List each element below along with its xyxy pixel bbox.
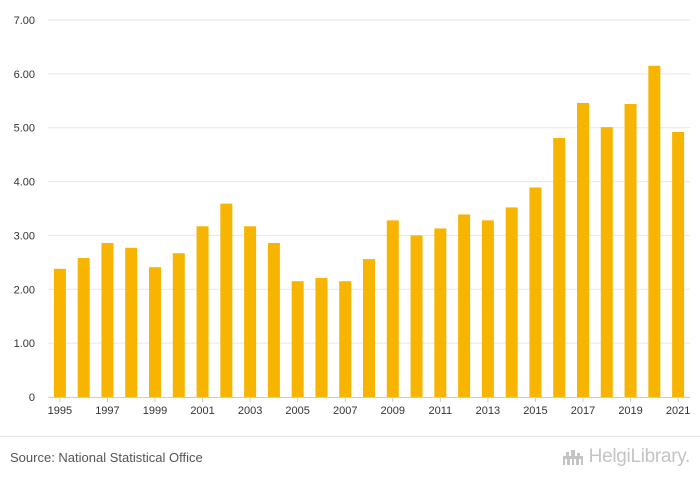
bar-2001[interactable]: [196, 226, 209, 397]
y-axis-tick-labels: 0 1.00 2.00 3.00 4.00 5.00 6.00 7.00: [14, 15, 35, 404]
y-tick-label: 3.00: [14, 230, 35, 242]
bar-2013[interactable]: [481, 220, 494, 397]
source-note: Source: National Statistical Office: [10, 450, 203, 465]
bar-2020[interactable]: [648, 65, 661, 398]
x-tick-label: 2021: [666, 405, 690, 417]
bar-2014[interactable]: [505, 207, 518, 397]
x-tick-label: 1997: [95, 405, 119, 417]
x-tick-label: 2001: [190, 405, 214, 417]
bar-2003[interactable]: [244, 226, 257, 397]
x-tick-label: 1999: [143, 405, 167, 417]
bar-chart: 01.002.003.004.005.006.007.00 1995 1997 19…: [14, 15, 691, 417]
bar-2006[interactable]: [315, 277, 328, 397]
y-tick-label: 5.00: [14, 123, 35, 135]
brand-logo[interactable]: HelgiLibrary.: [561, 446, 690, 468]
x-tick-label: 2003: [238, 405, 262, 417]
bar-2018[interactable]: [600, 127, 613, 397]
footer-divider: [0, 436, 700, 437]
bar-2015[interactable]: [529, 187, 542, 397]
y-tick-label: 4.00: [14, 177, 35, 189]
y-tick-label: 7.00: [14, 15, 35, 27]
x-tick-label: 2011: [429, 405, 453, 417]
x-tick-label: 2013: [476, 405, 500, 417]
bar-1996[interactable]: [77, 258, 90, 397]
bar-2017[interactable]: [577, 102, 589, 397]
bar-1997[interactable]: [101, 242, 114, 397]
x-tick-label: 2005: [285, 405, 309, 417]
x-tick-label: 2019: [618, 405, 642, 417]
bar-2000[interactable]: [172, 253, 185, 397]
bar-2007[interactable]: [339, 281, 352, 397]
x-tick-label: 2009: [381, 405, 405, 417]
x-tick-label: 2007: [333, 405, 357, 417]
bar-2011[interactable]: [434, 228, 447, 397]
bar-2019[interactable]: [624, 104, 637, 397]
bar-2010[interactable]: [410, 235, 423, 397]
bar-2016[interactable]: [553, 137, 566, 397]
bars: [53, 65, 685, 398]
y-tick-label: 1.00: [14, 338, 35, 350]
library-building-icon: [562, 450, 583, 465]
bar-2012[interactable]: [458, 214, 471, 397]
y-tick-label: 6.00: [14, 69, 35, 81]
x-tick-label: 2015: [523, 405, 547, 417]
bar-2009[interactable]: [386, 220, 399, 397]
bar-2004[interactable]: [267, 242, 280, 397]
y-tick-label: 2.00: [14, 284, 35, 296]
y-tick-label: 0: [29, 392, 35, 404]
x-tick-label: 2017: [571, 405, 595, 417]
bar-1999[interactable]: [149, 267, 161, 397]
bar-2005[interactable]: [291, 281, 304, 397]
bar-2021[interactable]: [672, 132, 685, 397]
bar-1995[interactable]: [53, 268, 66, 397]
bar-2002[interactable]: [220, 203, 233, 397]
bar-2008[interactable]: [363, 259, 375, 397]
x-axis-ticks: 1995 1997 1999 2001 2003 2005 2007 2009 2011 2013…: [48, 397, 690, 417]
brand-name: HelgiLibrary.: [588, 446, 691, 467]
x-tick-label: 1995: [48, 405, 72, 417]
bar-1998[interactable]: [125, 247, 138, 397]
